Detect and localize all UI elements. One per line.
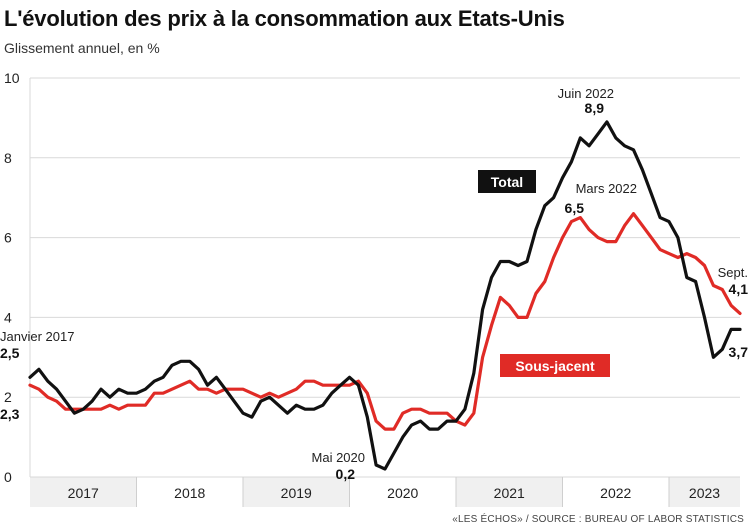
year-bands (30, 477, 740, 507)
x-tick-label: 2023 (689, 485, 720, 501)
chart-subtitle: Glissement annuel, en % (4, 40, 160, 56)
x-tick-label: 2018 (174, 485, 205, 501)
annotation-value: 8,9 (585, 100, 605, 116)
legend-core-label: Sous-jacent (515, 358, 595, 374)
annotation-value: 2,3 (0, 406, 20, 422)
annotation-value: 3,7 (729, 344, 749, 360)
y-tick-label: 0 (4, 469, 12, 485)
x-tick-label: 2020 (387, 485, 418, 501)
legend-core: Sous-jacent (500, 354, 610, 377)
series-lines (28, 120, 742, 471)
annotation-label: Juin 2022 (558, 86, 614, 101)
annotation-label: Mai 2020 (312, 450, 365, 465)
x-tick-label: 2017 (68, 485, 99, 501)
y-tick-label: 8 (4, 150, 12, 166)
annotation-value: 2,5 (0, 345, 20, 361)
y-tick-label: 4 (4, 309, 12, 325)
y-tick-label: 10 (4, 70, 20, 86)
grid-lines (29, 77, 740, 478)
year-band (243, 477, 350, 507)
annotation: 3,7 (729, 344, 749, 360)
chart-title: L'évolution des prix à la consommation a… (4, 6, 565, 31)
legend-core-box (500, 354, 610, 377)
y-tick-label: 6 (4, 230, 12, 246)
x-tick-label: 2022 (600, 485, 631, 501)
core-line (28, 212, 742, 431)
annotation-value: 4,1 (729, 281, 749, 297)
year-band (30, 477, 137, 507)
annotation: Sept.4,1 (718, 265, 749, 297)
annotation-label: Sept. (718, 265, 748, 280)
annotation: Mars 2022 6,5 (565, 181, 637, 216)
source-credit: «LES ÉCHOS» / SOURCE : BUREAU OF LABOR S… (452, 514, 744, 525)
legend-total-box (478, 170, 536, 193)
total-line (28, 120, 742, 471)
y-tick-label: 2 (4, 389, 12, 405)
legend-total-label: Total (491, 174, 523, 190)
x-tick-label: 2019 (281, 485, 312, 501)
year-band (669, 477, 740, 507)
annotation-value: 6,5 (565, 200, 585, 216)
y-axis-ticks: 0 2 4 6 8 10 (4, 70, 20, 485)
x-tick-label: 2021 (494, 485, 525, 501)
legend: Total Sous-jacent (478, 170, 610, 377)
annotation-value: 0,2 (336, 466, 356, 482)
legend-total: Total (478, 170, 536, 193)
annotation-label: Mars 2022 (576, 181, 637, 196)
x-axis-ticks: 2017 2018 2019 2020 2021 2022 2023 (68, 477, 720, 507)
annotation-label: Janvier 2017 (0, 329, 74, 344)
year-band (456, 477, 563, 507)
annotation: 2,3 (0, 406, 20, 422)
